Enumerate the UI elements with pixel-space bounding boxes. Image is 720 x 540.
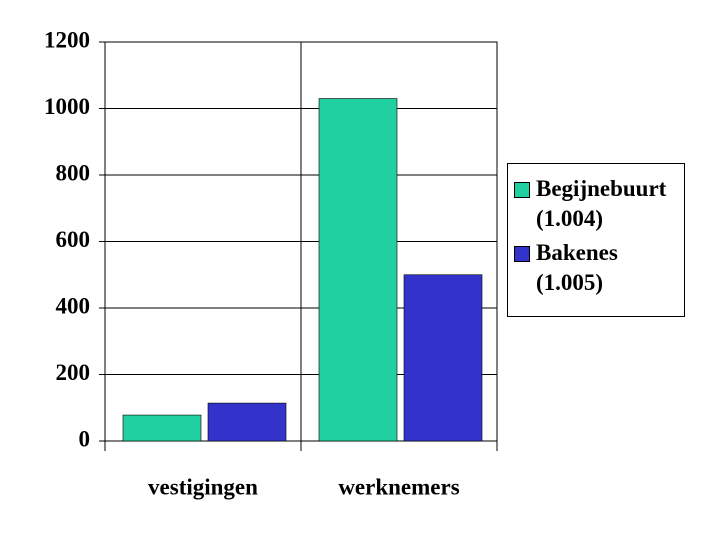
y-tick-label: 400 (56, 293, 91, 318)
y-tick-label: 1200 (44, 27, 90, 52)
x-tick-label: vestigingen (148, 474, 258, 499)
bar (318, 98, 398, 442)
y-tick-label: 0 (79, 426, 91, 451)
y-tick-label: 200 (56, 360, 91, 385)
legend-entry: Bakenes (1.005) (514, 238, 678, 298)
legend-swatch (514, 246, 530, 262)
bar (403, 274, 483, 442)
legend-swatch (514, 182, 530, 198)
legend-entry: Begijnebuurt (1.004) (514, 174, 678, 234)
legend-label: Bakenes (1.005) (536, 240, 618, 295)
y-tick-label: 600 (56, 227, 91, 252)
x-tick-label: werknemers (338, 474, 459, 499)
y-tick-label: 800 (56, 160, 91, 185)
bar (207, 402, 287, 442)
bar (122, 414, 202, 442)
legend: Begijnebuurt (1.004) Bakenes (1.005) (507, 163, 685, 317)
legend-label: Begijnebuurt (1.004) (536, 176, 667, 231)
y-tick-label: 1000 (44, 94, 90, 119)
